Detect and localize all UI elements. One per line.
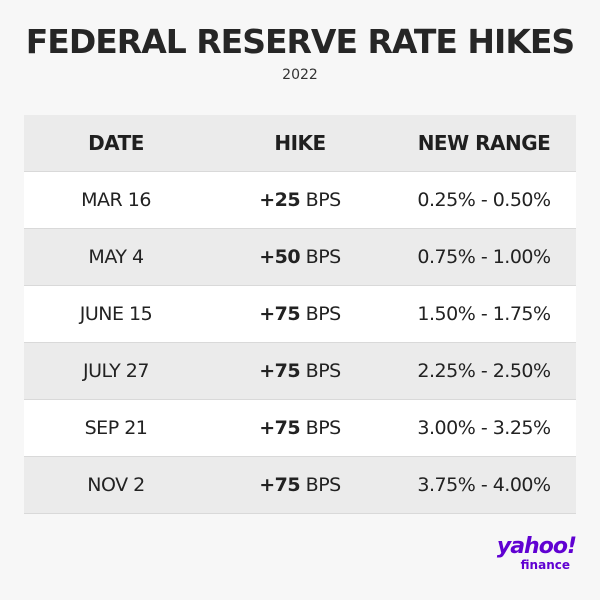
rate-hikes-table: DATE HIKE NEW RANGE MAR 16 +25 BPS 0.25%…: [24, 115, 576, 514]
hike-cell: +75 BPS: [208, 303, 392, 325]
date-cell: SEP 21: [84, 417, 148, 439]
hike-unit: BPS: [300, 474, 342, 496]
table-row: MAY 4 +50 BPS 0.75% - 1.00%: [24, 229, 576, 286]
hike-cell: +75 BPS: [208, 417, 392, 439]
hike-cell: +75 BPS: [208, 360, 392, 382]
range-cell: 1.50% - 1.75%: [417, 303, 551, 325]
date-cell: JULY 27: [83, 360, 149, 382]
hike-unit: BPS: [300, 303, 342, 325]
hike-value: +75: [259, 303, 301, 325]
table-row: NOV 2 +75 BPS 3.75% - 4.00%: [24, 457, 576, 514]
hike-value: +50: [259, 246, 301, 268]
table-row: JUNE 15 +75 BPS 1.50% - 1.75%: [24, 286, 576, 343]
date-cell: NOV 2: [87, 474, 145, 496]
table-row: JULY 27 +75 BPS 2.25% - 2.50%: [24, 343, 576, 400]
table-row: SEP 21 +75 BPS 3.00% - 3.25%: [24, 400, 576, 457]
header-hike: HIKE: [274, 131, 326, 155]
hike-unit: BPS: [300, 189, 342, 211]
hike-value: +25: [259, 189, 301, 211]
hike-value: +75: [259, 417, 301, 439]
page-subtitle: 2022: [282, 67, 318, 83]
range-cell: 3.75% - 4.00%: [417, 474, 551, 496]
date-cell: MAR 16: [81, 189, 151, 211]
page-title: FEDERAL RESERVE RATE HIKES: [25, 22, 575, 61]
table-row: MAR 16 +25 BPS 0.25% - 0.50%: [24, 172, 576, 229]
range-cell: 2.25% - 2.50%: [417, 360, 551, 382]
date-cell: JUNE 15: [79, 303, 153, 325]
hike-unit: BPS: [300, 360, 342, 382]
yahoo-finance-logo: yahoo! finance: [484, 534, 577, 573]
header-date: DATE: [88, 131, 144, 155]
hike-value: +75: [259, 474, 301, 496]
range-cell: 3.00% - 3.25%: [417, 417, 551, 439]
hike-cell: +25 BPS: [208, 189, 392, 211]
date-cell: MAY 4: [88, 246, 144, 268]
table-header-row: DATE HIKE NEW RANGE: [24, 115, 576, 172]
logo-secondary-text: finance: [520, 558, 570, 572]
range-cell: 0.25% - 0.50%: [417, 189, 551, 211]
hike-cell: +75 BPS: [208, 474, 392, 496]
hike-value: +75: [259, 360, 301, 382]
header-new-range: NEW RANGE: [417, 131, 551, 155]
logo-primary-text: yahoo!: [496, 534, 577, 559]
hike-cell: +50 BPS: [208, 246, 392, 268]
range-cell: 0.75% - 1.00%: [417, 246, 551, 268]
hike-unit: BPS: [300, 417, 342, 439]
hike-unit: BPS: [300, 246, 342, 268]
